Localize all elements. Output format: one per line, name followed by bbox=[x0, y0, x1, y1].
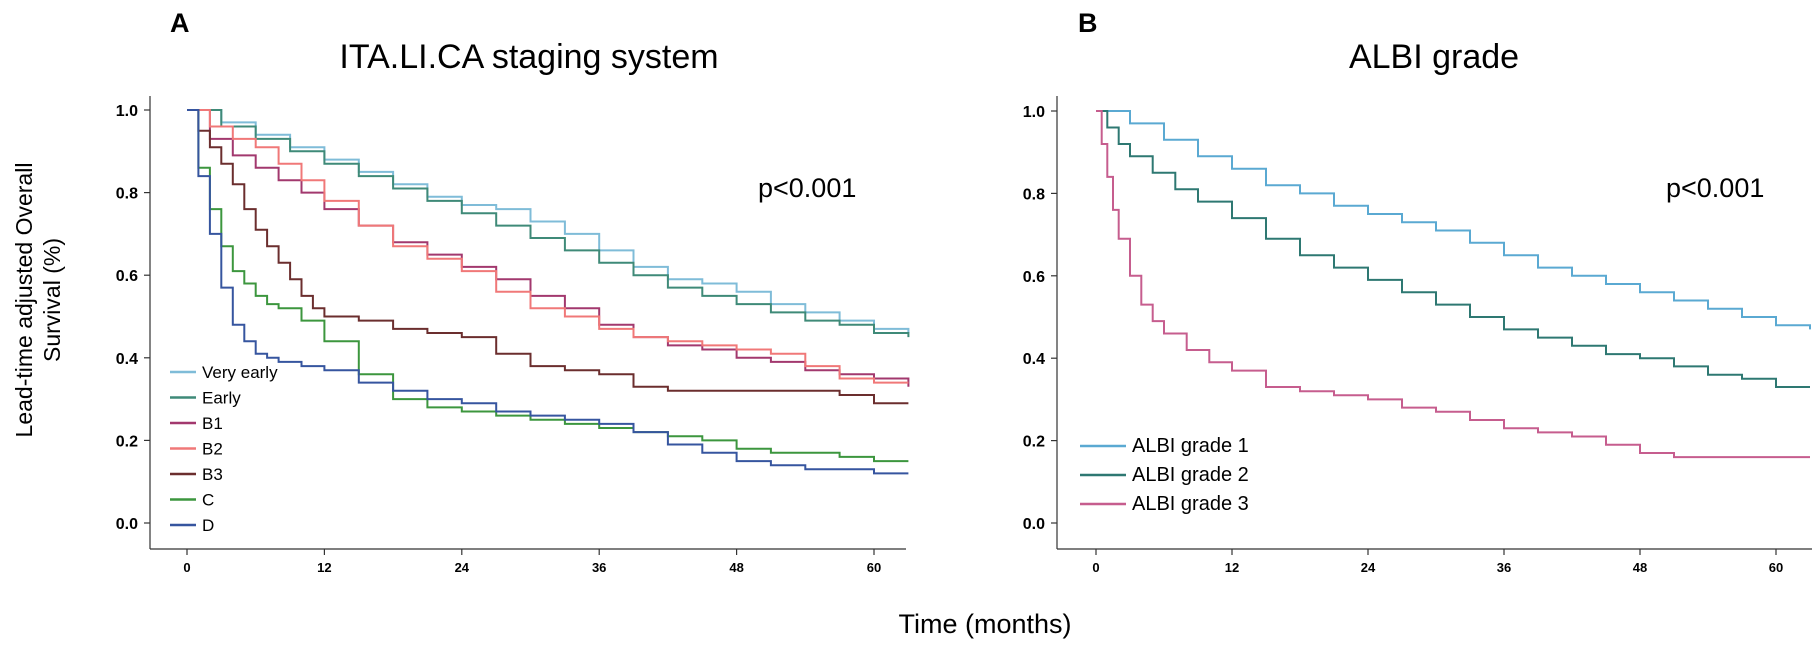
series-line-b3 bbox=[187, 110, 908, 403]
legend-label-c: C bbox=[202, 491, 214, 510]
y-tick-label: 0.4 bbox=[116, 351, 138, 368]
panel-a-p-value: p<0.001 bbox=[758, 173, 856, 203]
y-tick-label: 0.0 bbox=[116, 516, 138, 533]
y-tick-label: 0.2 bbox=[1023, 434, 1045, 451]
x-tick-label: 48 bbox=[1633, 560, 1647, 575]
y-tick-label: 0.4 bbox=[1023, 351, 1045, 368]
panel-b-chart: B ALBI grade p<0.001 0.00.20.40.60.81.00… bbox=[1023, 8, 1812, 575]
series-line-albi-grade-3 bbox=[1096, 111, 1810, 457]
panel-b-title: ALBI grade bbox=[1349, 38, 1519, 76]
y-tick-label: 0.8 bbox=[116, 186, 138, 203]
panel-b-plot-area: 0.0 0.2 0.4 0.6 0.8 1.0 0 12 24 36 48 60 ALBI grade … bbox=[1023, 96, 1812, 575]
legend-label-b2: B2 bbox=[202, 440, 223, 459]
y-tick-label: 1.0 bbox=[1023, 104, 1045, 121]
legend-label-albi-grade-1: ALBI grade 1 bbox=[1132, 435, 1249, 457]
panel-a-plot-area: 0.0 0.2 0.4 0.6 0.8 1.0 0 12 24 36 48 60 Very early E… bbox=[116, 96, 909, 575]
y-axis-label-line1: Lead-time adjusted Overall bbox=[11, 163, 37, 438]
x-tick-label: 60 bbox=[1769, 560, 1783, 575]
panel-a-title: ITA.LI.CA staging system bbox=[339, 38, 718, 76]
x-tick-label: 12 bbox=[317, 560, 331, 575]
x-axis-label: Time (months) bbox=[898, 609, 1071, 639]
legend-label-albi-grade-2: ALBI grade 2 bbox=[1132, 464, 1249, 486]
legend-label-b3: B3 bbox=[202, 465, 223, 484]
legend-label-early: Early bbox=[202, 389, 241, 408]
x-tick-label: 0 bbox=[183, 560, 190, 575]
legend-label-d: D bbox=[202, 516, 214, 535]
x-tick-label: 60 bbox=[867, 560, 881, 575]
legend-label-b1: B1 bbox=[202, 414, 223, 433]
series-line-c bbox=[187, 110, 908, 461]
panel-b-letter: B bbox=[1078, 8, 1098, 38]
legend-label-very-early: Very early bbox=[202, 363, 278, 382]
series-line-early bbox=[187, 110, 908, 337]
y-tick-label: 0.6 bbox=[116, 268, 138, 285]
x-tick-label: 36 bbox=[592, 560, 606, 575]
panel-b-p-value: p<0.001 bbox=[1666, 173, 1764, 203]
panel-a-chart: A ITA.LI.CA staging system p<0.001 0.00.… bbox=[116, 8, 909, 575]
x-tick-label: 48 bbox=[729, 560, 743, 575]
y-tick-label: 1.0 bbox=[116, 103, 138, 120]
y-tick-label: 0.8 bbox=[1023, 186, 1045, 203]
series-line-albi-grade-2 bbox=[1096, 111, 1810, 387]
y-tick-label: 0.0 bbox=[1023, 516, 1045, 533]
series-line-albi-grade-1 bbox=[1096, 111, 1810, 329]
y-tick-label: 0.2 bbox=[116, 433, 138, 450]
x-tick-label: 0 bbox=[1092, 560, 1099, 575]
x-tick-label: 24 bbox=[455, 560, 470, 575]
x-tick-label: 24 bbox=[1361, 560, 1376, 575]
legend-label-albi-grade-3: ALBI grade 3 bbox=[1132, 493, 1249, 515]
y-axis-label-line2: Survival (%) bbox=[39, 238, 65, 362]
series-line-very-early bbox=[187, 110, 908, 333]
x-tick-label: 12 bbox=[1225, 560, 1239, 575]
x-tick-label: 36 bbox=[1497, 560, 1511, 575]
y-tick-label: 0.6 bbox=[1023, 269, 1045, 286]
panel-a-letter: A bbox=[170, 8, 190, 38]
